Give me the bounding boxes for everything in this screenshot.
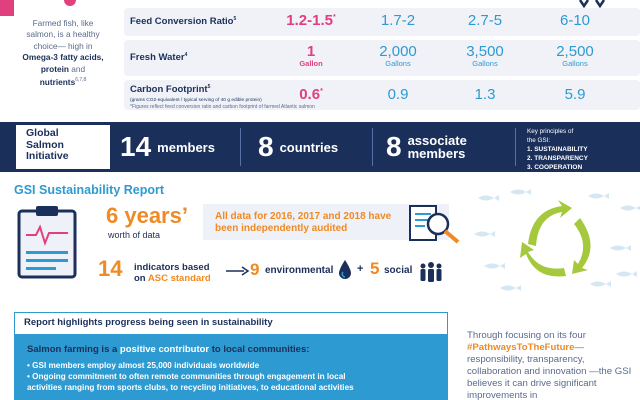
beef-value: 5.9 [564, 86, 586, 103]
principle-item: 3. COOPERATION [527, 164, 583, 171]
highlight-item: • GSI members employ almost 25,000 indiv… [27, 361, 260, 370]
stat-number: 8 [258, 131, 274, 162]
row-feed-conversion: Feed Conversion Ratio5 1.2-1.5* 1.7-2 2.… [124, 8, 640, 36]
key-principles: Key principles of the GSI: 1. SUSTAINABI… [527, 127, 588, 172]
audit-text: All data for 2016, 2017 and 2018 have be… [215, 211, 392, 234]
years-number: 6 years’ [106, 203, 188, 228]
stat-associates: 8 associate members [386, 126, 467, 168]
pork-value: 1.3 [474, 86, 496, 103]
chicken-value: 2,000 Gallons [379, 43, 417, 68]
plus-sign: + [357, 263, 364, 275]
pathways-paragraph: Through focusing on its four #PathwaysTo… [467, 330, 632, 400]
principles-heading-2: the GSI: [527, 137, 551, 144]
salmon-cycle-illustration [474, 189, 640, 291]
principle-item: 1. SUSTAINABILITY [527, 146, 588, 153]
accent-bar [0, 0, 14, 16]
highlights-heading: Report highlights progress being seen in… [24, 317, 273, 328]
stat-label: countries [279, 139, 339, 155]
social-label: social [384, 265, 413, 276]
environmental-label: environmental [265, 265, 334, 276]
pork-value: 3,500 Gallons [466, 43, 504, 68]
indicators-label: indicators based on ASC standard [134, 262, 211, 284]
beef-value: 6-10 [559, 12, 591, 29]
cow-icon [578, 0, 606, 8]
divider [240, 128, 241, 166]
chicken-value: 0.9 [387, 86, 409, 103]
highlights-body: Salmon farming is a positive contributor… [15, 334, 447, 400]
row-sublabel: (grams CO2-equivalent / typical serving … [130, 98, 262, 103]
gsi-title-box: Global Salmon Initiative [16, 125, 110, 169]
row-carbon-footprint: Carbon Footprint5 (grams CO2-equivalent … [124, 80, 640, 110]
beef-value: 2,500 Gallons [556, 43, 594, 68]
arrow-right-icon [226, 266, 250, 276]
intro-mid: and [68, 63, 86, 74]
pork-value: 2.7-5 [467, 12, 503, 29]
gsi-title: Global Salmon Initiative [26, 127, 69, 162]
gsi-summary-bar: Global Salmon Initiative 14 members 8 co… [0, 122, 640, 172]
divider [515, 128, 516, 166]
comparison-footnote: *Figures reflect feed conversion ratio a… [130, 104, 315, 110]
stat-members: 14 members [120, 126, 215, 168]
row-label: Fresh Water4 [130, 52, 188, 64]
row-fresh-water: Fresh Water4 1 Gallon 2,000 Gallons 3,500 G… [124, 40, 640, 76]
stat-number: 14 [120, 131, 152, 162]
stat-label: members [157, 139, 215, 155]
comparison-table: Feed Conversion Ratio5 1.2-1.5* 1.7-2 2.… [124, 8, 640, 114]
clipboard-icon [17, 206, 77, 279]
environmental-number: 9 [250, 260, 260, 279]
audit-box [203, 204, 449, 240]
highlights-lead: Salmon farming is a positive contributor… [27, 344, 310, 355]
years-label: worth of data [108, 230, 161, 240]
report-title: GSI Sustainability Report [14, 183, 165, 197]
accent-dot [64, 0, 76, 6]
row-label: Feed Conversion Ratio5 [130, 16, 237, 28]
intro-bold: Omega-3 fatty acids, protein [22, 52, 104, 74]
highlight-item: • Ongoing commitment to often remote com… [27, 372, 346, 381]
social-number: 5 [370, 259, 380, 278]
stat-label: associate members [407, 133, 467, 161]
row-label: Carbon Footprint5 [130, 84, 211, 96]
farmed-fish-intro: Farmed fish, like salmon, is a healthy c… [20, 18, 106, 88]
salmon-value: 1 Gallon [299, 43, 323, 68]
water-drop-icon [339, 260, 351, 279]
intro-text: Farmed fish, like salmon, is a healthy c… [26, 18, 100, 51]
stat-number: 8 [386, 131, 402, 162]
highlight-item: activities ranging from sports clubs, to… [27, 383, 354, 392]
divider [372, 128, 373, 166]
principle-item: 2. TRANSPARENCY [527, 155, 588, 162]
highlights-box: Report highlights progress being seen in… [14, 312, 448, 400]
salmon-value: 1.2-1.5* [286, 12, 336, 29]
intro-refs: 6,7,8 [75, 77, 87, 84]
intro-bold-2: nutrients [39, 76, 76, 87]
salmon-value: 0.6* [299, 86, 323, 103]
magnifier-document-icon [409, 205, 460, 244]
stat-countries: 8 countries [258, 126, 338, 168]
indicators-number: 14 [98, 256, 123, 281]
people-icon [420, 262, 442, 282]
principles-heading: Key principles of [527, 128, 574, 135]
chicken-value: 1.7-2 [380, 12, 416, 29]
pathways-hashtag: #PathwaysToTheFuture [467, 342, 575, 353]
